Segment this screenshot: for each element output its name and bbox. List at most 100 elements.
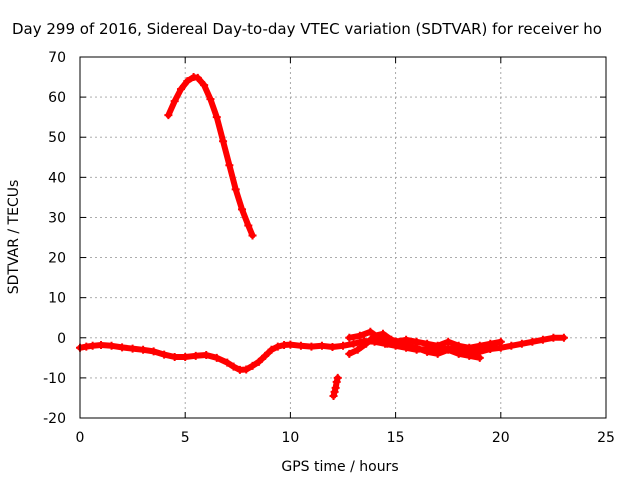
data-point-marker bbox=[107, 341, 116, 350]
data-point-marker bbox=[465, 343, 474, 352]
x-tick-label: 25 bbox=[597, 430, 615, 446]
y-axis-label: SDTVAR / TECUs bbox=[6, 180, 22, 295]
data-point-marker bbox=[170, 97, 179, 106]
data-point-marker bbox=[206, 95, 215, 104]
data-point-marker bbox=[362, 339, 371, 348]
x-tick-label: 10 bbox=[281, 430, 299, 446]
axis-tick-labels: 0 5 10 15 20 25 -20 -10 0 10 20 30 40 50 60 70 bbox=[43, 50, 615, 446]
y-tick-label: 40 bbox=[48, 170, 66, 186]
data-point-marker bbox=[181, 353, 190, 362]
data-point-marker bbox=[333, 373, 342, 382]
data-point-marker bbox=[88, 341, 97, 350]
data-point-marker bbox=[286, 340, 295, 349]
y-tick-label: 10 bbox=[48, 291, 66, 307]
data-point-marker bbox=[212, 113, 221, 122]
data-point-marker bbox=[202, 351, 211, 360]
data-point-marker bbox=[528, 337, 537, 346]
series-trace bbox=[77, 334, 567, 373]
x-tick-label: 15 bbox=[387, 430, 405, 446]
data-point-marker bbox=[328, 343, 337, 352]
data-point-marker bbox=[238, 205, 247, 214]
data-point-marker bbox=[345, 349, 354, 358]
data-point-marker bbox=[307, 342, 316, 351]
y-tick-label: 0 bbox=[57, 331, 66, 347]
data-point-marker bbox=[454, 341, 463, 350]
data-point-marker bbox=[261, 351, 270, 360]
axis-ticks bbox=[79, 56, 607, 419]
data-point-marker bbox=[223, 358, 232, 367]
y-tick-label: -10 bbox=[43, 371, 66, 387]
data-point-marker bbox=[444, 345, 453, 354]
data-point-marker bbox=[378, 329, 387, 338]
data-point-marker bbox=[183, 77, 192, 86]
data-point-marker bbox=[549, 333, 558, 342]
data-point-marker bbox=[296, 341, 305, 350]
data-point-marker bbox=[317, 341, 326, 350]
data-point-marker bbox=[353, 345, 362, 354]
data-point-marker bbox=[231, 185, 240, 194]
grid bbox=[80, 57, 606, 418]
data-point-marker bbox=[118, 343, 127, 352]
data-point-marker bbox=[248, 361, 257, 370]
plot-frame bbox=[79, 56, 607, 419]
data-point-marker bbox=[366, 327, 375, 336]
data-point-marker bbox=[383, 339, 392, 348]
data-point-marker bbox=[225, 161, 234, 170]
data-point-marker bbox=[349, 339, 358, 348]
data-point-marker bbox=[391, 337, 400, 346]
data-point-marker bbox=[170, 353, 179, 362]
data-point-marker bbox=[176, 85, 185, 94]
x-tick-label: 20 bbox=[492, 430, 510, 446]
data-point-marker bbox=[465, 351, 474, 360]
data-point-marker bbox=[433, 341, 442, 350]
data-point-marker bbox=[330, 387, 339, 396]
data-point-marker bbox=[329, 391, 338, 400]
data-point-marker bbox=[128, 344, 137, 353]
x-axis-label: GPS time / hours bbox=[281, 459, 398, 475]
data-point-marker bbox=[267, 345, 276, 354]
data-series bbox=[76, 73, 568, 400]
data-point-marker bbox=[229, 362, 238, 371]
data-point-marker bbox=[149, 347, 158, 356]
data-point-marker bbox=[212, 353, 221, 362]
y-tick-label: 20 bbox=[48, 251, 66, 267]
chart-title: Day 299 of 2016, Sidereal Day-to-day VTE… bbox=[12, 20, 602, 38]
series-trace bbox=[346, 328, 504, 351]
data-point-marker bbox=[507, 341, 516, 350]
data-point-marker bbox=[559, 333, 568, 342]
data-point-marker bbox=[160, 350, 169, 359]
data-point-marker bbox=[423, 347, 432, 356]
data-point-marker bbox=[273, 342, 282, 351]
data-point-marker bbox=[97, 340, 106, 349]
data-point-marker bbox=[339, 341, 347, 350]
y-tick-label: 70 bbox=[48, 50, 66, 66]
x-tick-label: 0 bbox=[76, 430, 85, 446]
data-point-marker bbox=[345, 333, 354, 342]
data-point-marker bbox=[193, 73, 202, 82]
data-point-marker bbox=[496, 337, 505, 346]
data-point-marker bbox=[332, 377, 341, 386]
data-point-marker bbox=[444, 337, 453, 346]
data-point-marker bbox=[517, 339, 526, 348]
data-point-marker bbox=[423, 339, 432, 348]
data-point-marker bbox=[454, 349, 463, 358]
y-tick-label: 60 bbox=[48, 90, 66, 106]
data-point-marker bbox=[412, 337, 421, 346]
data-point-marker bbox=[433, 349, 442, 358]
data-point-marker bbox=[219, 137, 228, 146]
y-tick-label: 30 bbox=[48, 210, 66, 226]
x-tick-label: 5 bbox=[181, 430, 190, 446]
data-point-marker bbox=[538, 335, 547, 344]
data-point-marker bbox=[254, 357, 263, 366]
data-point-marker bbox=[374, 333, 383, 342]
data-point-marker bbox=[355, 331, 364, 340]
data-point-marker bbox=[200, 81, 209, 90]
y-tick-label: 50 bbox=[48, 130, 66, 146]
data-point-marker bbox=[164, 111, 173, 120]
series-satellite-arc-high bbox=[164, 73, 257, 240]
data-point-marker bbox=[486, 339, 495, 348]
data-point-marker bbox=[191, 351, 200, 360]
series-scatter-band-b bbox=[345, 327, 505, 352]
data-point-marker bbox=[331, 383, 340, 392]
data-point-marker bbox=[248, 231, 257, 240]
